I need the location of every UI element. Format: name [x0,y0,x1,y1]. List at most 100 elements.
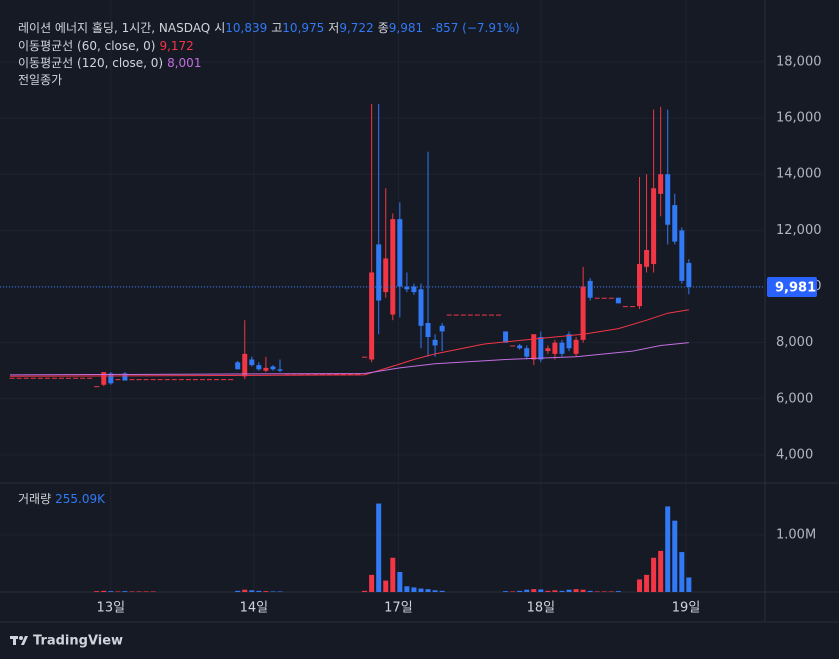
volume-bar [608,591,614,592]
ohlc-value: 10,975 [282,21,325,35]
y-tick-label: 6,000 [776,391,813,406]
moving-average [9,309,689,377]
ma-name: 이동평균선 (60, close, 0) [18,39,156,53]
volume-bar [637,579,643,592]
volume-bar [658,550,664,592]
moving-average [9,342,689,376]
candle-body [94,386,100,388]
candle-body [164,379,170,381]
volume-bar [679,552,685,592]
ma-value: 8,001 [167,56,202,70]
candle-body [136,379,142,381]
x-tick-label: 18일 [527,601,556,616]
candle-body [496,314,502,316]
volume-bar [150,591,156,592]
volume-bar [270,591,276,592]
volume-bar [517,590,523,592]
x-tick-label: 19일 [672,601,701,616]
candle-body [503,331,509,343]
candle-body [608,297,614,299]
candle-body [615,297,621,304]
volume-bar [136,591,142,592]
volume-bar [672,520,678,592]
volume-bar [524,589,530,592]
volume-bar [580,589,586,592]
candle-body [129,379,135,381]
volume-bar [587,590,593,592]
volume-bar [545,590,551,592]
ohlc-label: 저 [328,21,340,35]
candle-body [573,339,579,354]
volume-bar [101,590,107,592]
volume-bar [397,572,403,592]
candle-body [538,337,544,360]
price-pane [9,104,692,592]
candle-body [559,342,565,354]
volume-bar [601,591,607,592]
volume-bar [256,590,262,592]
candle-body [552,342,558,354]
x-tick-label: 13일 [97,601,126,616]
volume-tick-label: 1.00M [776,527,816,542]
candle-body [629,306,635,308]
candle-body [467,314,473,316]
volume-bar [143,591,149,592]
volume-bar [249,590,255,592]
volume-bar [411,587,417,592]
ohlc-value: 9,981 [388,21,424,35]
volume-bar [242,589,248,592]
candle-body [686,262,692,288]
volume-bar [94,591,100,592]
ohlc-value: 9,722 [339,21,374,35]
candle-body [418,289,424,326]
ohlc-values: 시10,839 고10,975 저9,722 종9,981 [214,21,427,35]
volume-bar [425,589,431,592]
symbol-title: 레이션 에너지 홀딩, 1시간, NASDAQ [18,21,211,35]
candle-body [228,379,234,381]
candle-body [66,377,72,379]
legend-ma: 이동평균선 (60, close, 0) 9,172 [18,37,198,54]
candle-body [362,356,368,358]
volume-bar [369,574,375,592]
legend-ma: 이동평균선 (120, close, 0) 8,001 [18,54,205,71]
candle-body [44,377,50,379]
volume-bar [644,574,650,592]
candle-body [270,366,276,370]
candle-body [192,379,198,381]
volume-bar [390,557,396,592]
volume-bar [594,591,600,592]
ohlc-label: 시 [214,21,226,35]
candle-body [16,377,22,379]
ma-name: 이동평균선 (120, close, 0) [18,56,164,70]
volume-bar [122,591,128,592]
volume-bar [573,589,579,592]
candle-body [221,379,227,381]
volume-label: 거래량 [18,492,52,506]
legend-prev-close: 전일종가 [18,71,66,88]
candle-body [171,379,177,381]
candle-body [580,286,586,340]
candle-body [425,322,431,338]
candle-body [51,377,57,379]
volume-bar [552,590,558,592]
candle-body [517,345,523,349]
legend-ohlc: 레이션 에너지 홀딩, 1시간, NASDAQ 시10,839 고10,975 저9,… [18,19,524,36]
volume-bar [383,580,389,592]
candle-body [404,286,410,290]
candle-body [143,379,149,381]
candle-body [672,205,678,242]
candle-body [242,353,248,377]
candle-body [531,334,537,360]
candle-body [80,377,86,379]
candle-body [30,377,36,379]
candle-body [488,314,494,316]
candle-body [37,377,43,379]
candle-body [439,325,445,332]
volume-bar [432,590,438,592]
candle-body [411,286,417,293]
candle-body [432,339,438,346]
candle-body [115,379,121,381]
